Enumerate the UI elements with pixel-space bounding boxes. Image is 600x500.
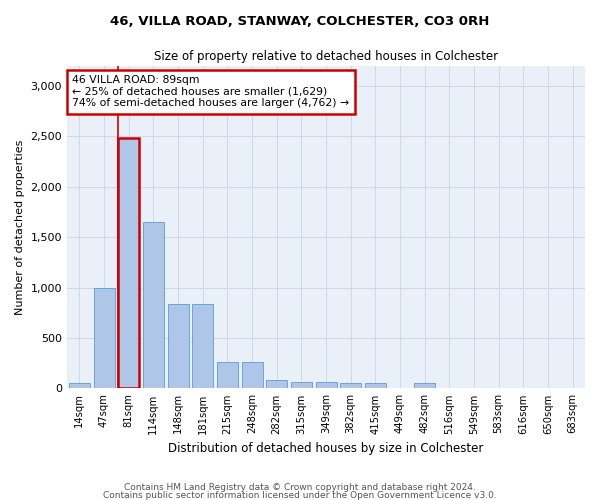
Bar xyxy=(291,382,312,388)
Text: Contains HM Land Registry data © Crown copyright and database right 2024.: Contains HM Land Registry data © Crown c… xyxy=(124,483,476,492)
Bar xyxy=(316,382,337,388)
Bar xyxy=(340,383,361,388)
Bar xyxy=(217,362,238,388)
Text: Contains public sector information licensed under the Open Government Licence v3: Contains public sector information licen… xyxy=(103,490,497,500)
Bar xyxy=(167,304,188,388)
Text: 46, VILLA ROAD, STANWAY, COLCHESTER, CO3 0RH: 46, VILLA ROAD, STANWAY, COLCHESTER, CO3… xyxy=(110,15,490,28)
Bar xyxy=(143,222,164,388)
Bar xyxy=(118,138,139,388)
Title: Size of property relative to detached houses in Colchester: Size of property relative to detached ho… xyxy=(154,50,498,63)
Bar xyxy=(266,380,287,388)
Bar xyxy=(414,384,435,388)
X-axis label: Distribution of detached houses by size in Colchester: Distribution of detached houses by size … xyxy=(169,442,484,455)
Bar xyxy=(69,383,90,388)
Text: 46 VILLA ROAD: 89sqm
← 25% of detached houses are smaller (1,629)
74% of semi-de: 46 VILLA ROAD: 89sqm ← 25% of detached h… xyxy=(72,75,349,108)
Y-axis label: Number of detached properties: Number of detached properties xyxy=(15,140,25,314)
Bar xyxy=(192,304,213,388)
Bar xyxy=(94,288,115,388)
Bar xyxy=(242,362,263,388)
Bar xyxy=(365,383,386,388)
